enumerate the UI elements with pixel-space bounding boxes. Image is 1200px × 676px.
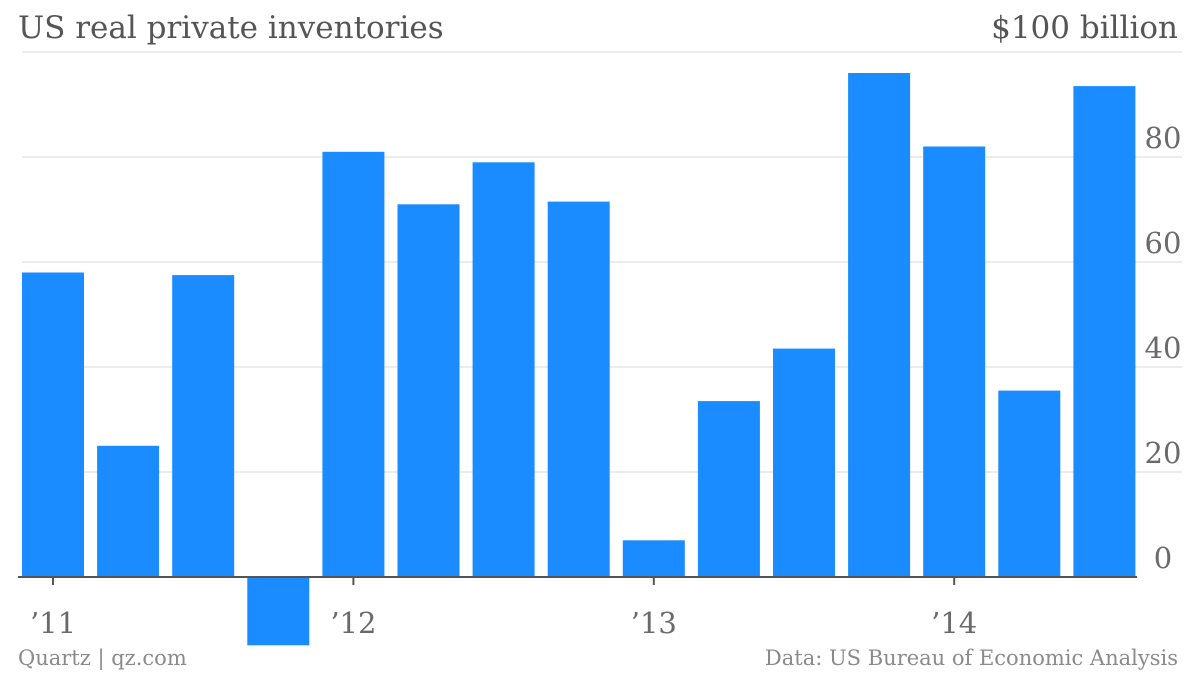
bar-2011-q1 — [22, 272, 84, 577]
bar-2012-q3 — [472, 162, 535, 578]
x-tick-label: ’12 — [330, 606, 376, 640]
axes — [18, 576, 1137, 585]
tick-labels: ’11 ’12 ’13 ’14 0 20 40 60 80 — [30, 121, 1182, 640]
x-tick-label: ’14 — [931, 606, 977, 640]
bar-2011-q3 — [172, 275, 235, 577]
y-tick-label: 60 — [1145, 226, 1182, 260]
bar-2012-q4 — [547, 201, 610, 577]
bar-2013-q3 — [773, 348, 835, 577]
footer-source: Data: US Bureau of Economic Analysis — [764, 646, 1178, 670]
y-tick-label: 0 — [1154, 541, 1172, 575]
x-tick-label: ’11 — [30, 606, 76, 640]
y-tick-label: 80 — [1145, 121, 1182, 155]
bar-2013-q2 — [697, 401, 760, 577]
bar-2011-q4 — [247, 577, 310, 646]
y-tick-label: 20 — [1145, 436, 1182, 470]
bar-2014-q3 — [1073, 86, 1136, 577]
bars — [22, 73, 1136, 646]
bar-2013-q1 — [622, 540, 685, 578]
bar-2013-q4 — [848, 73, 911, 577]
chart-title: US real private inventories — [18, 10, 444, 46]
bar-2012-q1 — [322, 151, 385, 578]
unit-label: $100 billion — [991, 10, 1178, 46]
x-tick-label: ’13 — [631, 606, 677, 640]
bar-2012-q2 — [397, 204, 460, 578]
y-tick-label: 40 — [1145, 331, 1182, 365]
bar-2011-q2 — [97, 445, 160, 578]
footer-credit: Quartz | qz.com — [18, 646, 187, 670]
bar-2014-q1 — [923, 146, 986, 577]
bar-2014-q2 — [998, 390, 1061, 577]
